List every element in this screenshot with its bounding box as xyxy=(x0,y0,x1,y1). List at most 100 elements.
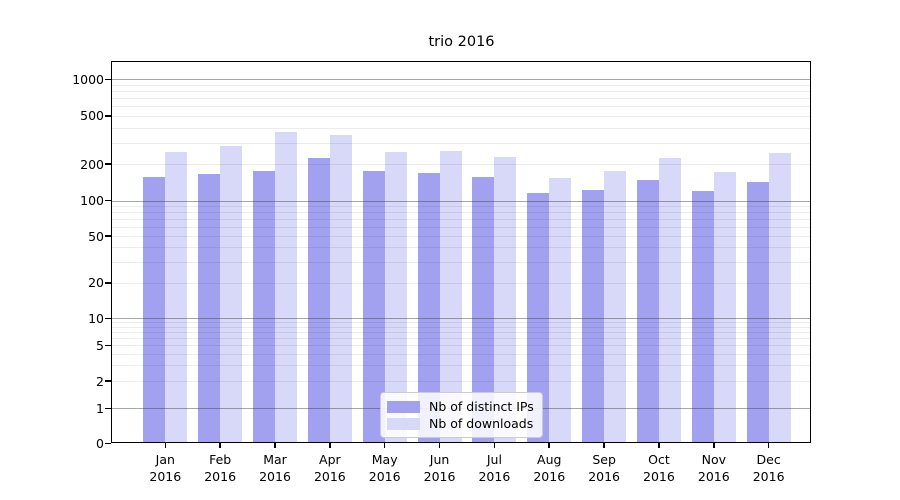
bar-downloads-mar xyxy=(275,132,297,443)
gridline-60 xyxy=(112,226,811,228)
gridline-5 xyxy=(112,345,811,347)
x-tick-label-oct: Oct 2016 xyxy=(643,452,675,484)
gridline-9 xyxy=(112,322,811,324)
legend-swatch-downloads xyxy=(387,417,420,430)
gridline-70 xyxy=(112,218,811,220)
y-tick-label-1000: 1000 xyxy=(72,71,104,87)
x-tick-label-sep: Sep 2016 xyxy=(588,452,620,484)
bar-downloads-jul xyxy=(494,157,517,443)
gridline-500 xyxy=(112,115,811,117)
grid-layer xyxy=(112,62,811,443)
x-tick-mark xyxy=(493,443,496,448)
gridline-700 xyxy=(112,98,811,100)
bars-layer xyxy=(112,62,811,443)
x-tick-label-aug: Aug 2016 xyxy=(533,452,566,484)
x-tick-label-apr: Apr 2016 xyxy=(313,452,346,484)
bar-distinct-ips-aug xyxy=(527,193,550,443)
gridline-8 xyxy=(112,327,811,329)
x-tick-mark xyxy=(438,443,441,448)
bar-distinct-ips-jun xyxy=(417,173,440,443)
bar-distinct-ips-jul xyxy=(472,176,495,443)
bar-downloads-oct xyxy=(658,158,681,443)
gridline-90 xyxy=(112,206,811,208)
gridline-400 xyxy=(112,127,811,129)
x-tick-label-jun: Jun 2016 xyxy=(423,452,456,484)
x-tick-mark xyxy=(713,443,715,448)
bar-distinct-ips-mar xyxy=(253,170,275,443)
x-tick-label-feb: Feb 2016 xyxy=(204,452,237,484)
y-tick-mark xyxy=(105,380,111,382)
x-tick-mark xyxy=(548,443,551,448)
gridline-200 xyxy=(112,164,811,166)
x-tick-mark xyxy=(603,443,605,448)
gridline-600 xyxy=(112,106,811,108)
y-tick-mark xyxy=(105,78,111,81)
y-tick-label-1: 1 xyxy=(96,400,104,416)
bar-downloads-apr xyxy=(329,134,352,443)
gridline-300 xyxy=(112,142,811,144)
y-tick-label-0: 0 xyxy=(96,435,104,451)
legend-item-distinct-ips: Nb of distinct IPs xyxy=(387,398,534,415)
y-tick-mark xyxy=(105,115,111,117)
x-tick-label-dec: Dec 2016 xyxy=(752,452,785,484)
x-tick-mark xyxy=(383,443,386,448)
y-tick-label-20: 20 xyxy=(88,275,104,291)
bar-downloads-feb xyxy=(220,145,243,443)
bar-downloads-sep xyxy=(604,170,627,443)
y-tick-mark xyxy=(105,199,111,202)
y-tick-label-100: 100 xyxy=(80,193,104,209)
x-tick-label-jan: Jan 2016 xyxy=(149,452,182,484)
chart-title: trio 2016 xyxy=(428,34,495,50)
gridline-20 xyxy=(112,282,811,284)
bar-distinct-ips-sep xyxy=(582,190,605,443)
y-tick-label-200: 200 xyxy=(80,156,104,172)
y-tick-mark xyxy=(105,235,111,237)
y-tick-mark xyxy=(105,344,111,347)
gridline-1000 xyxy=(112,79,811,81)
y-tick-label-50: 50 xyxy=(88,228,104,244)
y-tick-mark xyxy=(105,163,111,165)
x-tick-label-nov: Nov 2016 xyxy=(697,452,730,484)
x-tick-mark xyxy=(164,443,167,448)
y-tick-mark xyxy=(105,282,111,284)
x-tick-label-jul: Jul 2016 xyxy=(478,452,511,484)
bar-distinct-ips-feb xyxy=(198,173,221,443)
bar-distinct-ips-dec xyxy=(746,181,769,443)
y-tick-label-5: 5 xyxy=(96,337,104,353)
legend-label-distinct-ips: Nb of distinct IPs xyxy=(429,399,534,414)
y-tick-mark xyxy=(105,407,111,410)
gridline-3 xyxy=(112,365,811,367)
x-tick-mark xyxy=(658,443,660,448)
gridline-10 xyxy=(112,318,811,320)
gridline-100 xyxy=(112,200,811,202)
y-tick-label-500: 500 xyxy=(80,108,104,124)
bar-downloads-jun xyxy=(439,151,462,443)
y-tick-label-10: 10 xyxy=(88,310,104,326)
plot-border xyxy=(111,61,811,443)
bar-distinct-ips-may xyxy=(362,170,385,443)
legend-swatch-distinct-ips xyxy=(387,400,420,413)
gridline-900 xyxy=(112,84,811,86)
gridline-6 xyxy=(112,338,811,340)
x-tick-label-may: May 2016 xyxy=(368,452,401,484)
bar-downloads-jan xyxy=(165,152,188,443)
gridline-2 xyxy=(112,381,811,383)
gridline-40 xyxy=(112,247,811,249)
x-tick-mark xyxy=(274,443,276,448)
legend: Nb of distinct IPs Nb of downloads xyxy=(380,392,543,438)
bar-downloads-may xyxy=(384,151,407,443)
gridline-4 xyxy=(112,354,811,356)
bar-distinct-ips-oct xyxy=(636,180,659,443)
bar-downloads-nov xyxy=(713,172,736,443)
x-tick-mark xyxy=(329,443,331,448)
x-tick-mark xyxy=(219,443,221,448)
legend-label-downloads: Nb of downloads xyxy=(429,416,534,431)
gridline-30 xyxy=(112,262,811,264)
y-tick-label-2: 2 xyxy=(96,373,104,389)
legend-item-downloads: Nb of downloads xyxy=(387,415,534,432)
y-tick-mark xyxy=(105,317,111,320)
gridline-80 xyxy=(112,212,811,214)
bar-distinct-ips-jan xyxy=(143,176,166,443)
bar-distinct-ips-nov xyxy=(691,190,714,443)
